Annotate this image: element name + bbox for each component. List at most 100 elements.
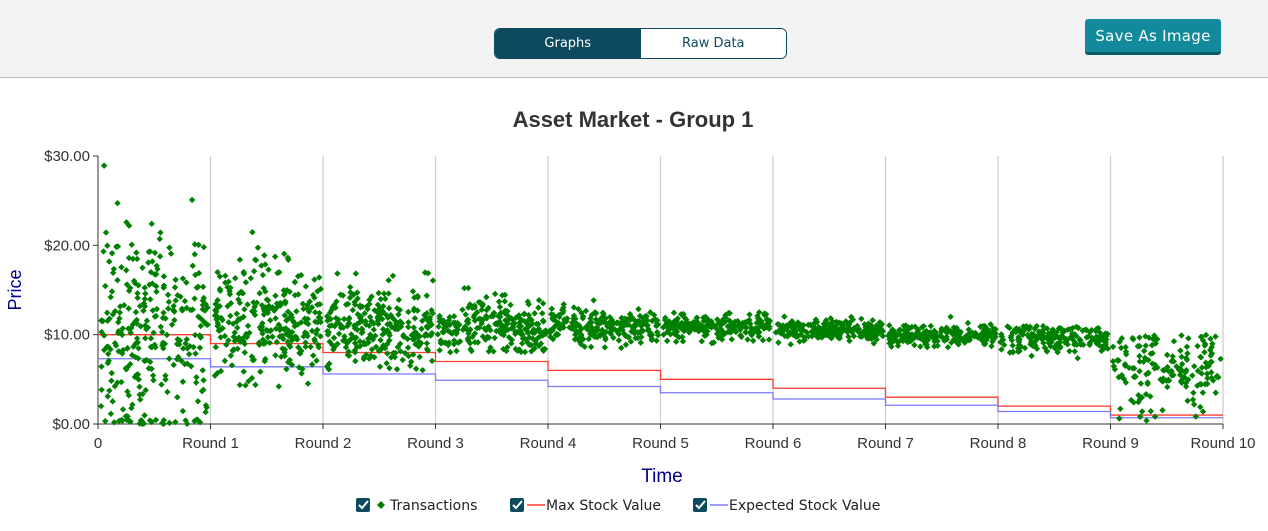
- transaction-point: [864, 329, 872, 336]
- transaction-point: [1024, 331, 1031, 339]
- transaction-point: [467, 346, 474, 353]
- transaction-point: [589, 327, 597, 334]
- transaction-point: [1168, 358, 1175, 365]
- transaction-point: [911, 323, 919, 330]
- transaction-point: [909, 331, 916, 339]
- transaction-point: [943, 329, 951, 337]
- checkbox-expected-stock-value[interactable]: [693, 498, 707, 512]
- transaction-point: [192, 379, 200, 386]
- transaction-point: [308, 361, 316, 368]
- transaction-point: [1177, 347, 1184, 354]
- transaction-point: [870, 340, 878, 347]
- transaction-point: [908, 323, 916, 331]
- transaction-point: [310, 352, 317, 359]
- transaction-point: [170, 307, 177, 314]
- transaction-point: [1184, 350, 1191, 357]
- transaction-point: [368, 346, 376, 353]
- transaction-point: [285, 256, 292, 263]
- transaction-point: [525, 311, 533, 319]
- transaction-point: [377, 346, 384, 354]
- transaction-point: [423, 309, 431, 317]
- series-expected-stock-value: [98, 358, 1223, 419]
- transaction-point: [934, 337, 941, 345]
- transaction-point: [505, 317, 512, 324]
- transaction-point: [673, 328, 681, 335]
- transaction-point: [145, 248, 153, 256]
- transaction-point: [927, 322, 935, 330]
- transaction-point: [653, 317, 660, 325]
- transaction-point: [235, 334, 243, 341]
- transaction-point: [521, 335, 529, 343]
- transaction-point: [162, 376, 169, 383]
- transaction-point: [1136, 413, 1144, 420]
- transaction-point: [500, 345, 507, 353]
- transaction-point: [1021, 344, 1029, 352]
- transaction-point: [525, 329, 532, 337]
- transaction-point: [814, 328, 822, 336]
- transaction-point: [1075, 324, 1082, 332]
- transaction-point: [199, 301, 207, 309]
- transaction-point: [1053, 340, 1061, 348]
- y-tick-label: $30.00: [44, 148, 90, 165]
- transaction-point: [496, 303, 504, 311]
- transaction-point: [555, 319, 562, 327]
- transaction-point: [1217, 355, 1224, 363]
- transaction-point: [1170, 371, 1177, 379]
- transaction-point: [533, 320, 540, 328]
- transaction-point: [135, 355, 142, 362]
- transaction-point: [426, 314, 434, 321]
- transaction-point: [698, 338, 706, 345]
- transaction-point: [122, 413, 130, 420]
- legend-item-expected-stock-value[interactable]: Expected Stock Value: [693, 498, 880, 514]
- transaction-point: [114, 276, 121, 284]
- transaction-point: [436, 312, 443, 320]
- transaction-point: [240, 268, 247, 276]
- transaction-point: [1143, 417, 1150, 424]
- transaction-point: [720, 315, 727, 323]
- transaction-point: [385, 290, 392, 297]
- transaction-point: [108, 250, 116, 257]
- transaction-point: [879, 332, 887, 340]
- transaction-point: [1122, 343, 1129, 351]
- transaction-point: [276, 333, 283, 340]
- transaction-point: [405, 308, 412, 316]
- transaction-point: [108, 288, 116, 295]
- checkbox-max-stock-value[interactable]: [510, 498, 524, 512]
- transaction-point: [720, 329, 727, 336]
- tab-raw-data[interactable]: Raw Data: [640, 29, 786, 58]
- transaction-point: [334, 340, 341, 348]
- transaction-point: [164, 291, 172, 299]
- checkmark-icon: [358, 500, 369, 510]
- y-tick-label: $10.00: [44, 327, 90, 344]
- tab-graphs[interactable]: Graphs: [495, 29, 641, 58]
- transaction-point: [104, 317, 111, 324]
- transaction-point: [640, 315, 647, 322]
- transaction-point: [834, 321, 841, 328]
- transaction-point: [192, 350, 199, 357]
- legend-item-max-stock-value[interactable]: Max Stock Value: [510, 498, 661, 514]
- transaction-point: [115, 348, 122, 355]
- transaction-point: [107, 410, 115, 418]
- transaction-point: [775, 339, 782, 346]
- transaction-point: [743, 318, 751, 325]
- transaction-point: [501, 323, 508, 330]
- checkbox-transactions[interactable]: [356, 498, 370, 512]
- transaction-point: [471, 330, 479, 337]
- transaction-point: [1147, 350, 1154, 357]
- transaction-point: [127, 360, 134, 368]
- transaction-point: [104, 242, 111, 249]
- transaction-point: [1136, 334, 1143, 341]
- transaction-point: [678, 323, 685, 330]
- transaction-point: [687, 327, 694, 334]
- legend-item-transactions[interactable]: Transactions: [356, 498, 477, 514]
- transaction-point: [575, 322, 583, 329]
- transaction-point: [1009, 342, 1016, 349]
- transaction-point: [347, 335, 355, 343]
- transaction-point: [168, 321, 176, 328]
- transaction-point: [997, 338, 1004, 346]
- transaction-point: [154, 265, 161, 273]
- transaction-point: [691, 326, 698, 333]
- legend-label-max-stock-value: Max Stock Value: [546, 498, 661, 514]
- transaction-point: [615, 330, 623, 338]
- save-as-image-button[interactable]: Save As Image: [1085, 19, 1221, 55]
